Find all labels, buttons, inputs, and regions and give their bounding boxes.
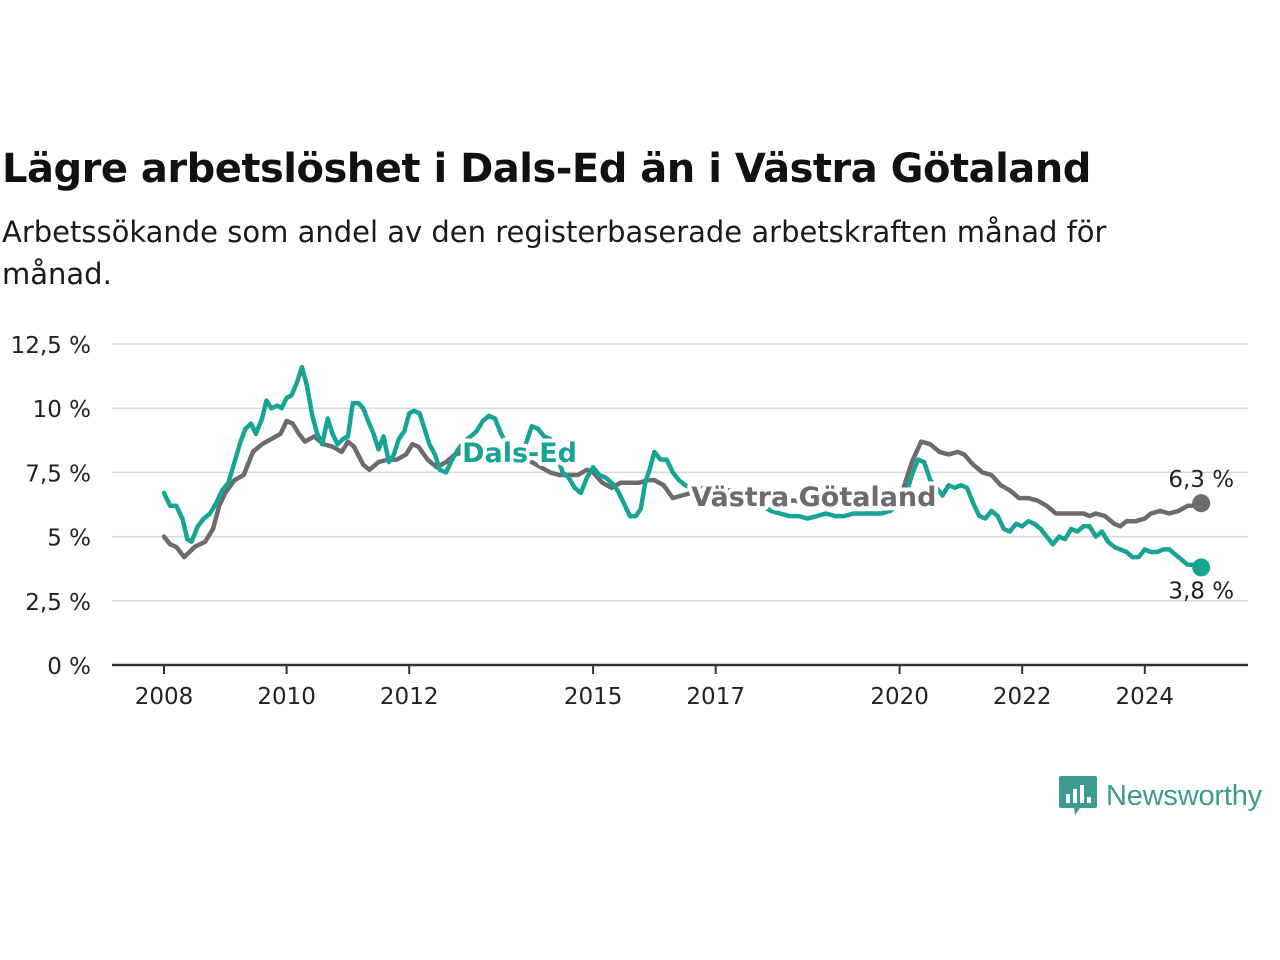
- series-labels: 6,3 % 3,8 % Dals-Ed Västra Götaland: [458, 434, 1234, 604]
- series-end-label: 3,8 %: [1168, 578, 1234, 604]
- x-tick-label: 2008: [135, 684, 194, 710]
- series-end-label: 6,3 %: [1168, 467, 1234, 493]
- y-tick-label: 7,5 %: [25, 461, 91, 487]
- x-tick-label: 2020: [870, 684, 929, 710]
- x-tick-label: 2022: [993, 684, 1052, 710]
- series-label-dals-ed: Dals-Ed: [462, 438, 577, 469]
- newsworthy-icon: [1059, 776, 1097, 815]
- series-end-point: [1192, 494, 1211, 513]
- x-axis-ticks: 2008 2010 2012 2015 2017 2020 2022 2024: [135, 665, 1174, 710]
- series-lines: [161, 364, 1211, 577]
- y-tick-label: 5 %: [47, 526, 91, 552]
- x-tick-label: 2015: [564, 684, 623, 710]
- y-axis-ticks: 0 % 2,5 % 5 % 7,5 % 10 % 12,5 %: [11, 333, 91, 680]
- y-tick-label: 10 %: [33, 397, 91, 423]
- series-line-västra-götaland: [161, 418, 1204, 560]
- series-end-point: [1192, 558, 1211, 577]
- x-tick-label: 2012: [380, 684, 439, 710]
- newsworthy-logo: Newsworthy: [1058, 774, 1262, 818]
- grid-lines: [112, 343, 1248, 667]
- y-tick-label: 0 %: [47, 654, 91, 680]
- chart-subtitle: Arbetssökande som andel av den registerb…: [2, 215, 1107, 291]
- brand-name: Newsworthy: [1106, 779, 1262, 812]
- x-tick-label: 2024: [1116, 684, 1175, 710]
- y-tick-label: 2,5 %: [25, 590, 91, 616]
- x-tick-label: 2017: [686, 684, 745, 710]
- chart-title: Lägre arbetslöshet i Dals-Ed än i Västra…: [2, 146, 1091, 192]
- series-label-västra-götaland: Västra Götaland: [691, 482, 936, 513]
- series-line-dals-ed: [161, 364, 1204, 570]
- y-tick-label: 12,5 %: [11, 333, 91, 359]
- x-tick-label: 2010: [257, 684, 316, 710]
